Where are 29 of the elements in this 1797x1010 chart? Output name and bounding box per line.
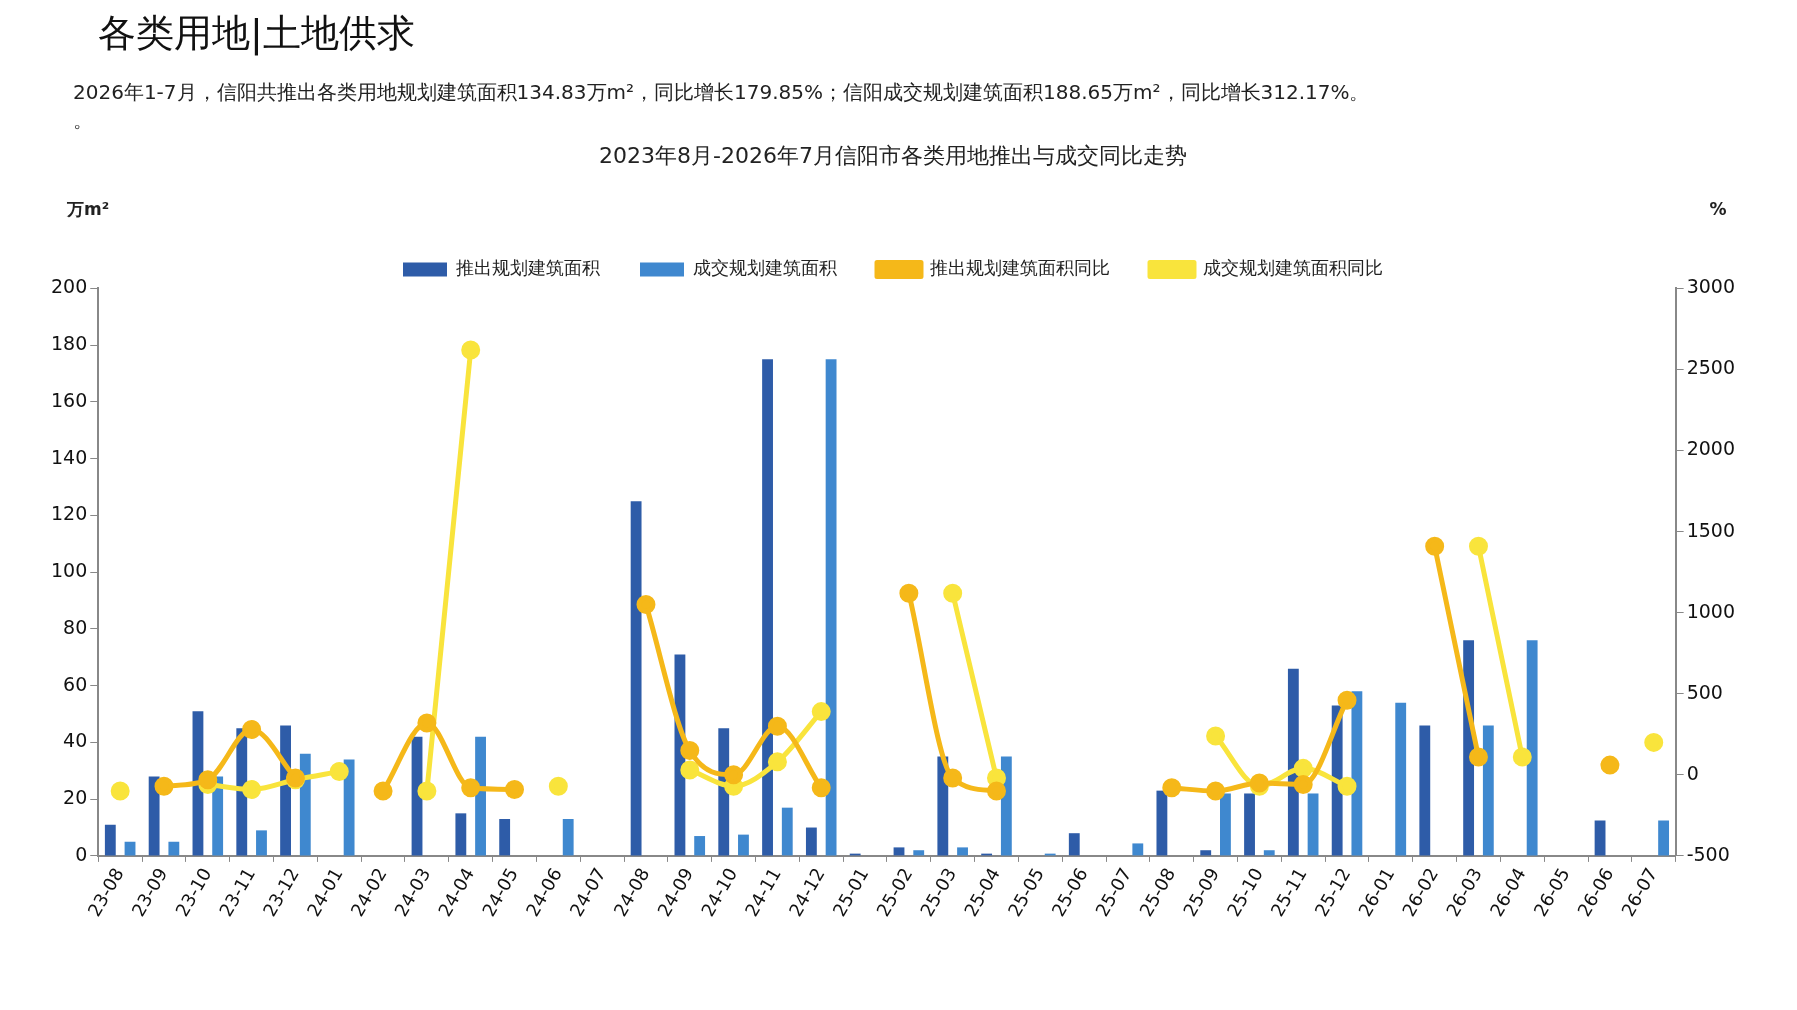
chart-title: 2023年8月-2026年7月信阳市各类用地推出与成交同比走势 [599, 142, 1187, 168]
legend-label: 成交规划建筑面积同比 [1203, 257, 1383, 279]
y-tick-label: 140 [51, 445, 88, 468]
y2-tick-label: -500 [1686, 842, 1730, 865]
y-tick-label: 40 [63, 729, 88, 752]
legend-label: 推出规划建筑面积 [456, 257, 600, 279]
y-tick-label: 0 [75, 842, 88, 865]
text: 。 [73, 107, 94, 134]
y-tick-label: 80 [63, 615, 88, 638]
y-tick-label: 100 [51, 559, 88, 582]
y-tick-label: 200 [51, 275, 88, 298]
y2-tick-label: 2000 [1686, 437, 1736, 460]
y2-tick-label: 1000 [1686, 599, 1736, 622]
legend-label: 推出规划建筑面积同比 [930, 257, 1110, 279]
y2-tick-label: 2500 [1686, 356, 1736, 379]
text: 各类用地|土地供求 [98, 10, 416, 58]
y-tick-label: 180 [51, 332, 88, 355]
text: 2026年1-7月，信阳共推出各类用地规划建筑面积134.83万m²，同比增长179.85%；信阳成交规划建筑面积188.65万m²，同比增长312.17%。 [73, 79, 1371, 106]
y2-axis-title: % [1709, 198, 1727, 219]
y-tick-label: 160 [51, 388, 88, 411]
legend-label: 成交规划建筑面积 [693, 257, 837, 279]
y-tick-label: 120 [51, 502, 88, 525]
y2-tick-label: 0 [1686, 761, 1699, 784]
y-tick-label: 60 [63, 672, 88, 695]
y-tick-label: 20 [63, 786, 88, 809]
y2-tick-label: 3000 [1686, 275, 1736, 298]
y-axis-title: 万m² [65, 198, 110, 219]
y2-tick-label: 1500 [1686, 518, 1736, 541]
y2-tick-label: 500 [1686, 680, 1723, 703]
